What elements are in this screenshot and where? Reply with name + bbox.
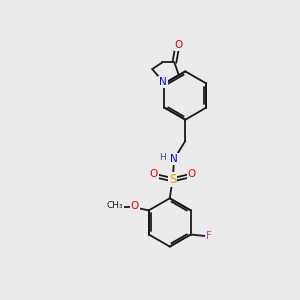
Text: O: O	[150, 169, 158, 179]
Text: O: O	[174, 40, 183, 50]
Text: F: F	[206, 231, 212, 241]
Text: N: N	[159, 77, 167, 87]
Text: O: O	[130, 201, 139, 211]
Text: CH₃: CH₃	[106, 201, 123, 210]
Text: N: N	[170, 154, 178, 164]
Text: S: S	[169, 173, 176, 186]
Text: H: H	[160, 153, 166, 162]
Text: O: O	[188, 169, 196, 179]
